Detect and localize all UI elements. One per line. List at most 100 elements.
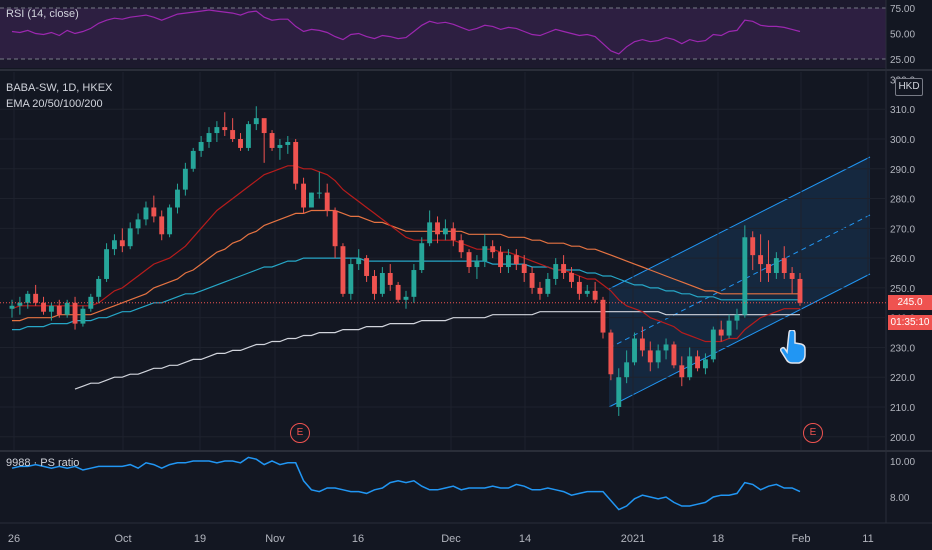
candle [80, 305, 86, 327]
regression-channel[interactable] [608, 156, 871, 408]
time-tick-label: 19 [194, 533, 206, 545]
price-tick-label: 280.0 [890, 195, 915, 206]
pointer-hand-icon [780, 330, 806, 364]
candle [718, 320, 724, 342]
candle-body [372, 275, 377, 294]
candle-body [766, 264, 771, 273]
candle-body [545, 278, 551, 294]
candle [308, 192, 314, 208]
candle-body [214, 127, 220, 134]
candle-body [387, 273, 393, 285]
time-tick-label: Oct [114, 533, 131, 545]
candle-body [576, 281, 582, 294]
candle-body [316, 192, 322, 194]
time-tick-label: Nov [265, 533, 285, 545]
candle [182, 162, 188, 196]
last-price-tag: 245.0 [888, 294, 932, 310]
rsi-tick-label: 75.00 [890, 4, 915, 15]
candle [104, 243, 110, 282]
price-tick-label: 250.0 [890, 284, 915, 295]
candle-body [781, 258, 787, 273]
symbol-title[interactable]: BABA-SW, 1D, HKEX [6, 82, 113, 94]
candle-body [167, 207, 173, 235]
candle-body [435, 222, 440, 235]
candle [151, 195, 157, 223]
price-tick-label: 310.0 [890, 105, 915, 116]
candle-body [96, 278, 102, 297]
candle [702, 353, 708, 375]
time-tick-label: 16 [352, 533, 364, 545]
candle-body [750, 237, 756, 256]
candle-body [308, 192, 314, 208]
candle [624, 350, 630, 384]
candle-body [427, 222, 433, 244]
candlesticks [9, 106, 803, 416]
rsi-series [11, 9, 801, 55]
candle-body [561, 264, 567, 273]
candle [72, 296, 78, 330]
candle-body [758, 255, 764, 265]
candle-body [127, 228, 133, 247]
candle-body [411, 270, 417, 297]
candle-body [710, 329, 716, 360]
rsi-pane-title[interactable]: RSI (14, close) [6, 8, 79, 20]
candle-body [245, 124, 251, 148]
candle-body [33, 293, 39, 303]
candle-body [403, 296, 409, 300]
rsi-line [11, 9, 801, 55]
candle-body [726, 320, 732, 336]
candle-body [466, 252, 472, 268]
candle [324, 183, 330, 217]
earnings-marker-feb[interactable]: E [803, 423, 823, 443]
candle [238, 133, 243, 151]
candle-body [687, 356, 693, 378]
currency-badge[interactable]: HKD [895, 78, 923, 96]
channel-lower-line [608, 273, 871, 408]
candle [159, 210, 165, 241]
candle [285, 136, 291, 154]
candle [466, 249, 472, 273]
candle [395, 281, 401, 303]
candle [632, 332, 637, 366]
candle [143, 201, 149, 226]
ema-legend[interactable]: EMA 20/50/100/200 [6, 98, 103, 110]
candle [758, 234, 764, 282]
candle [442, 219, 448, 241]
candle-body [450, 228, 456, 241]
candle-body [395, 284, 401, 300]
candle-body [119, 240, 125, 247]
candle-body [632, 338, 637, 363]
candle [695, 350, 701, 372]
candle [214, 121, 220, 142]
candle [230, 118, 236, 142]
candle-body [285, 141, 291, 145]
rsi-tick-label: 50.00 [890, 30, 915, 41]
earnings-marker-nov[interactable]: E [290, 423, 310, 443]
candle [734, 308, 740, 330]
candle [364, 255, 370, 282]
candle-body [513, 255, 519, 265]
candle [450, 222, 456, 247]
candle [222, 112, 228, 137]
candle [592, 281, 598, 303]
candle-body [592, 290, 598, 300]
price-tick-label: 260.0 [890, 254, 915, 265]
ps-pane-title[interactable]: 9988 · PS ratio [6, 457, 80, 469]
candle [726, 314, 732, 339]
candle [175, 183, 180, 214]
candle-body [332, 210, 338, 247]
candle-body [230, 130, 236, 139]
candle [647, 341, 653, 372]
candle-body [9, 305, 15, 309]
channel-mid-line [608, 214, 871, 349]
candle-body [159, 216, 165, 235]
candle-body [64, 302, 70, 315]
candle-body [797, 278, 803, 303]
candle-body [419, 243, 425, 271]
candle-body [190, 150, 196, 169]
candle [316, 171, 322, 199]
candle-body [600, 299, 606, 333]
candle-body [56, 305, 62, 315]
candle [253, 106, 259, 131]
